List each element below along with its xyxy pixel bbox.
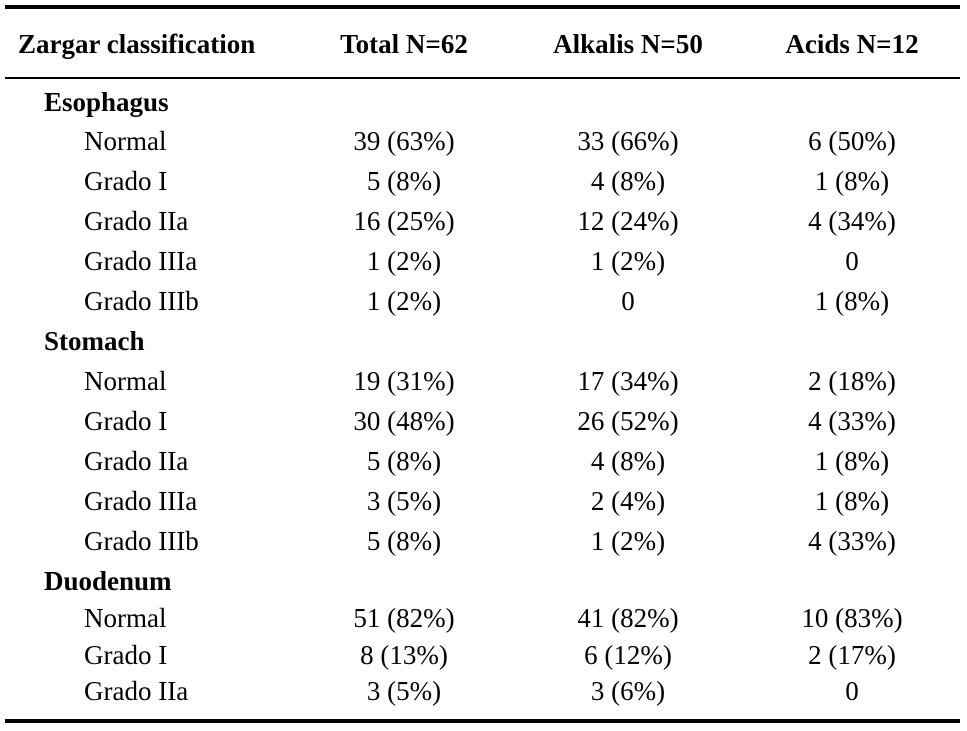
table-row: Normal 39 (63%) 33 (66%) 6 (50%)	[0, 123, 967, 159]
cell-total: 39 (63%)	[353, 126, 455, 156]
cell-total: 16 (25%)	[353, 206, 455, 236]
table-row: Grado I 8 (13%) 6 (12%) 2 (17%)	[0, 637, 967, 673]
cell-alkalis: 4 (8%)	[590, 166, 666, 196]
row-label: Grado IIIa	[84, 486, 198, 516]
cell-alkalis: 3 (6%)	[590, 676, 666, 706]
row-label: Grado IIa	[84, 676, 189, 706]
header-rule	[5, 77, 960, 79]
table-row: Grado IIIa 1 (2%) 1 (2%) 0	[0, 243, 967, 279]
table-row: Grado IIa 3 (5%) 3 (6%) 0	[0, 673, 967, 709]
cell-acids: 4 (33%)	[808, 406, 896, 436]
cell-total: 51 (82%)	[353, 603, 455, 633]
cell-alkalis: 17 (34%)	[577, 366, 679, 396]
section-row-duodenum: Duodenum	[0, 563, 967, 599]
header-classification: Zargar classification	[18, 29, 256, 59]
cell-alkalis: 1 (2%)	[590, 526, 666, 556]
section-row-stomach: Stomach	[0, 323, 967, 359]
cell-acids: 2 (18%)	[808, 366, 896, 396]
row-label: Grado IIIa	[84, 246, 198, 276]
table-row: Grado IIIb 1 (2%) 0 1 (8%)	[0, 283, 967, 319]
row-label: Normal	[84, 126, 167, 156]
header-row: Zargar classification Total N=62 Alkalis…	[0, 26, 967, 62]
table-row: Grado IIa 16 (25%) 12 (24%) 4 (34%)	[0, 203, 967, 239]
cell-alkalis: 4 (8%)	[590, 446, 666, 476]
table-row: Normal 19 (31%) 17 (34%) 2 (18%)	[0, 363, 967, 399]
cell-acids: 4 (34%)	[808, 206, 896, 236]
row-label: Grado IIa	[84, 206, 189, 236]
cell-total: 5 (8%)	[366, 526, 442, 556]
cell-acids: 4 (33%)	[808, 526, 896, 556]
cell-total: 3 (5%)	[366, 486, 442, 516]
cell-alkalis: 1 (2%)	[590, 246, 666, 276]
cell-acids: 1 (8%)	[814, 446, 890, 476]
cell-alkalis: 26 (52%)	[577, 406, 679, 436]
header-total: Total N=62	[340, 29, 468, 59]
cell-total: 3 (5%)	[366, 676, 442, 706]
row-label: Normal	[84, 603, 167, 633]
cell-total: 1 (2%)	[366, 286, 442, 316]
table-row: Grado I 30 (48%) 26 (52%) 4 (33%)	[0, 403, 967, 439]
cell-alkalis: 0	[621, 286, 635, 316]
table-row: Grado IIIb 5 (8%) 1 (2%) 4 (33%)	[0, 523, 967, 559]
table-row: Grado IIIa 3 (5%) 2 (4%) 1 (8%)	[0, 483, 967, 519]
header-alkalis: Alkalis N=50	[553, 29, 703, 59]
cell-alkalis: 41 (82%)	[577, 603, 679, 633]
cell-total: 19 (31%)	[353, 366, 455, 396]
cell-total: 1 (2%)	[366, 246, 442, 276]
section-label: Stomach	[44, 326, 145, 356]
cell-acids: 2 (17%)	[808, 640, 896, 670]
section-label: Duodenum	[44, 566, 172, 596]
table-row: Grado I 5 (8%) 4 (8%) 1 (8%)	[0, 163, 967, 199]
cell-acids: 1 (8%)	[814, 166, 890, 196]
bottom-rule	[5, 719, 960, 723]
row-label: Normal	[84, 366, 167, 396]
cell-total: 5 (8%)	[366, 166, 442, 196]
cell-acids: 6 (50%)	[808, 126, 896, 156]
table-row: Grado IIa 5 (8%) 4 (8%) 1 (8%)	[0, 443, 967, 479]
top-rule	[5, 5, 960, 9]
row-label: Grado I	[84, 640, 168, 670]
cell-total: 5 (8%)	[366, 446, 442, 476]
cell-total: 8 (13%)	[360, 640, 448, 670]
cell-acids: 0	[845, 246, 859, 276]
row-label: Grado IIa	[84, 446, 189, 476]
cell-alkalis: 12 (24%)	[577, 206, 679, 236]
row-label: Grado I	[84, 166, 168, 196]
cell-alkalis: 6 (12%)	[584, 640, 672, 670]
row-label: Grado IIIb	[84, 286, 199, 316]
cell-acids: 0	[845, 676, 859, 706]
row-label: Grado I	[84, 406, 168, 436]
section-row-esophagus: Esophagus	[0, 84, 967, 120]
row-label: Grado IIIb	[84, 526, 199, 556]
cell-acids: 1 (8%)	[814, 486, 890, 516]
cell-alkalis: 2 (4%)	[590, 486, 666, 516]
cell-acids: 10 (83%)	[801, 603, 903, 633]
header-acids: Acids N=12	[785, 29, 919, 59]
section-label: Esophagus	[44, 87, 169, 117]
cell-acids: 1 (8%)	[814, 286, 890, 316]
cell-alkalis: 33 (66%)	[577, 126, 679, 156]
cell-total: 30 (48%)	[353, 406, 455, 436]
table-row: Normal 51 (82%) 41 (82%) 10 (83%)	[0, 600, 967, 636]
